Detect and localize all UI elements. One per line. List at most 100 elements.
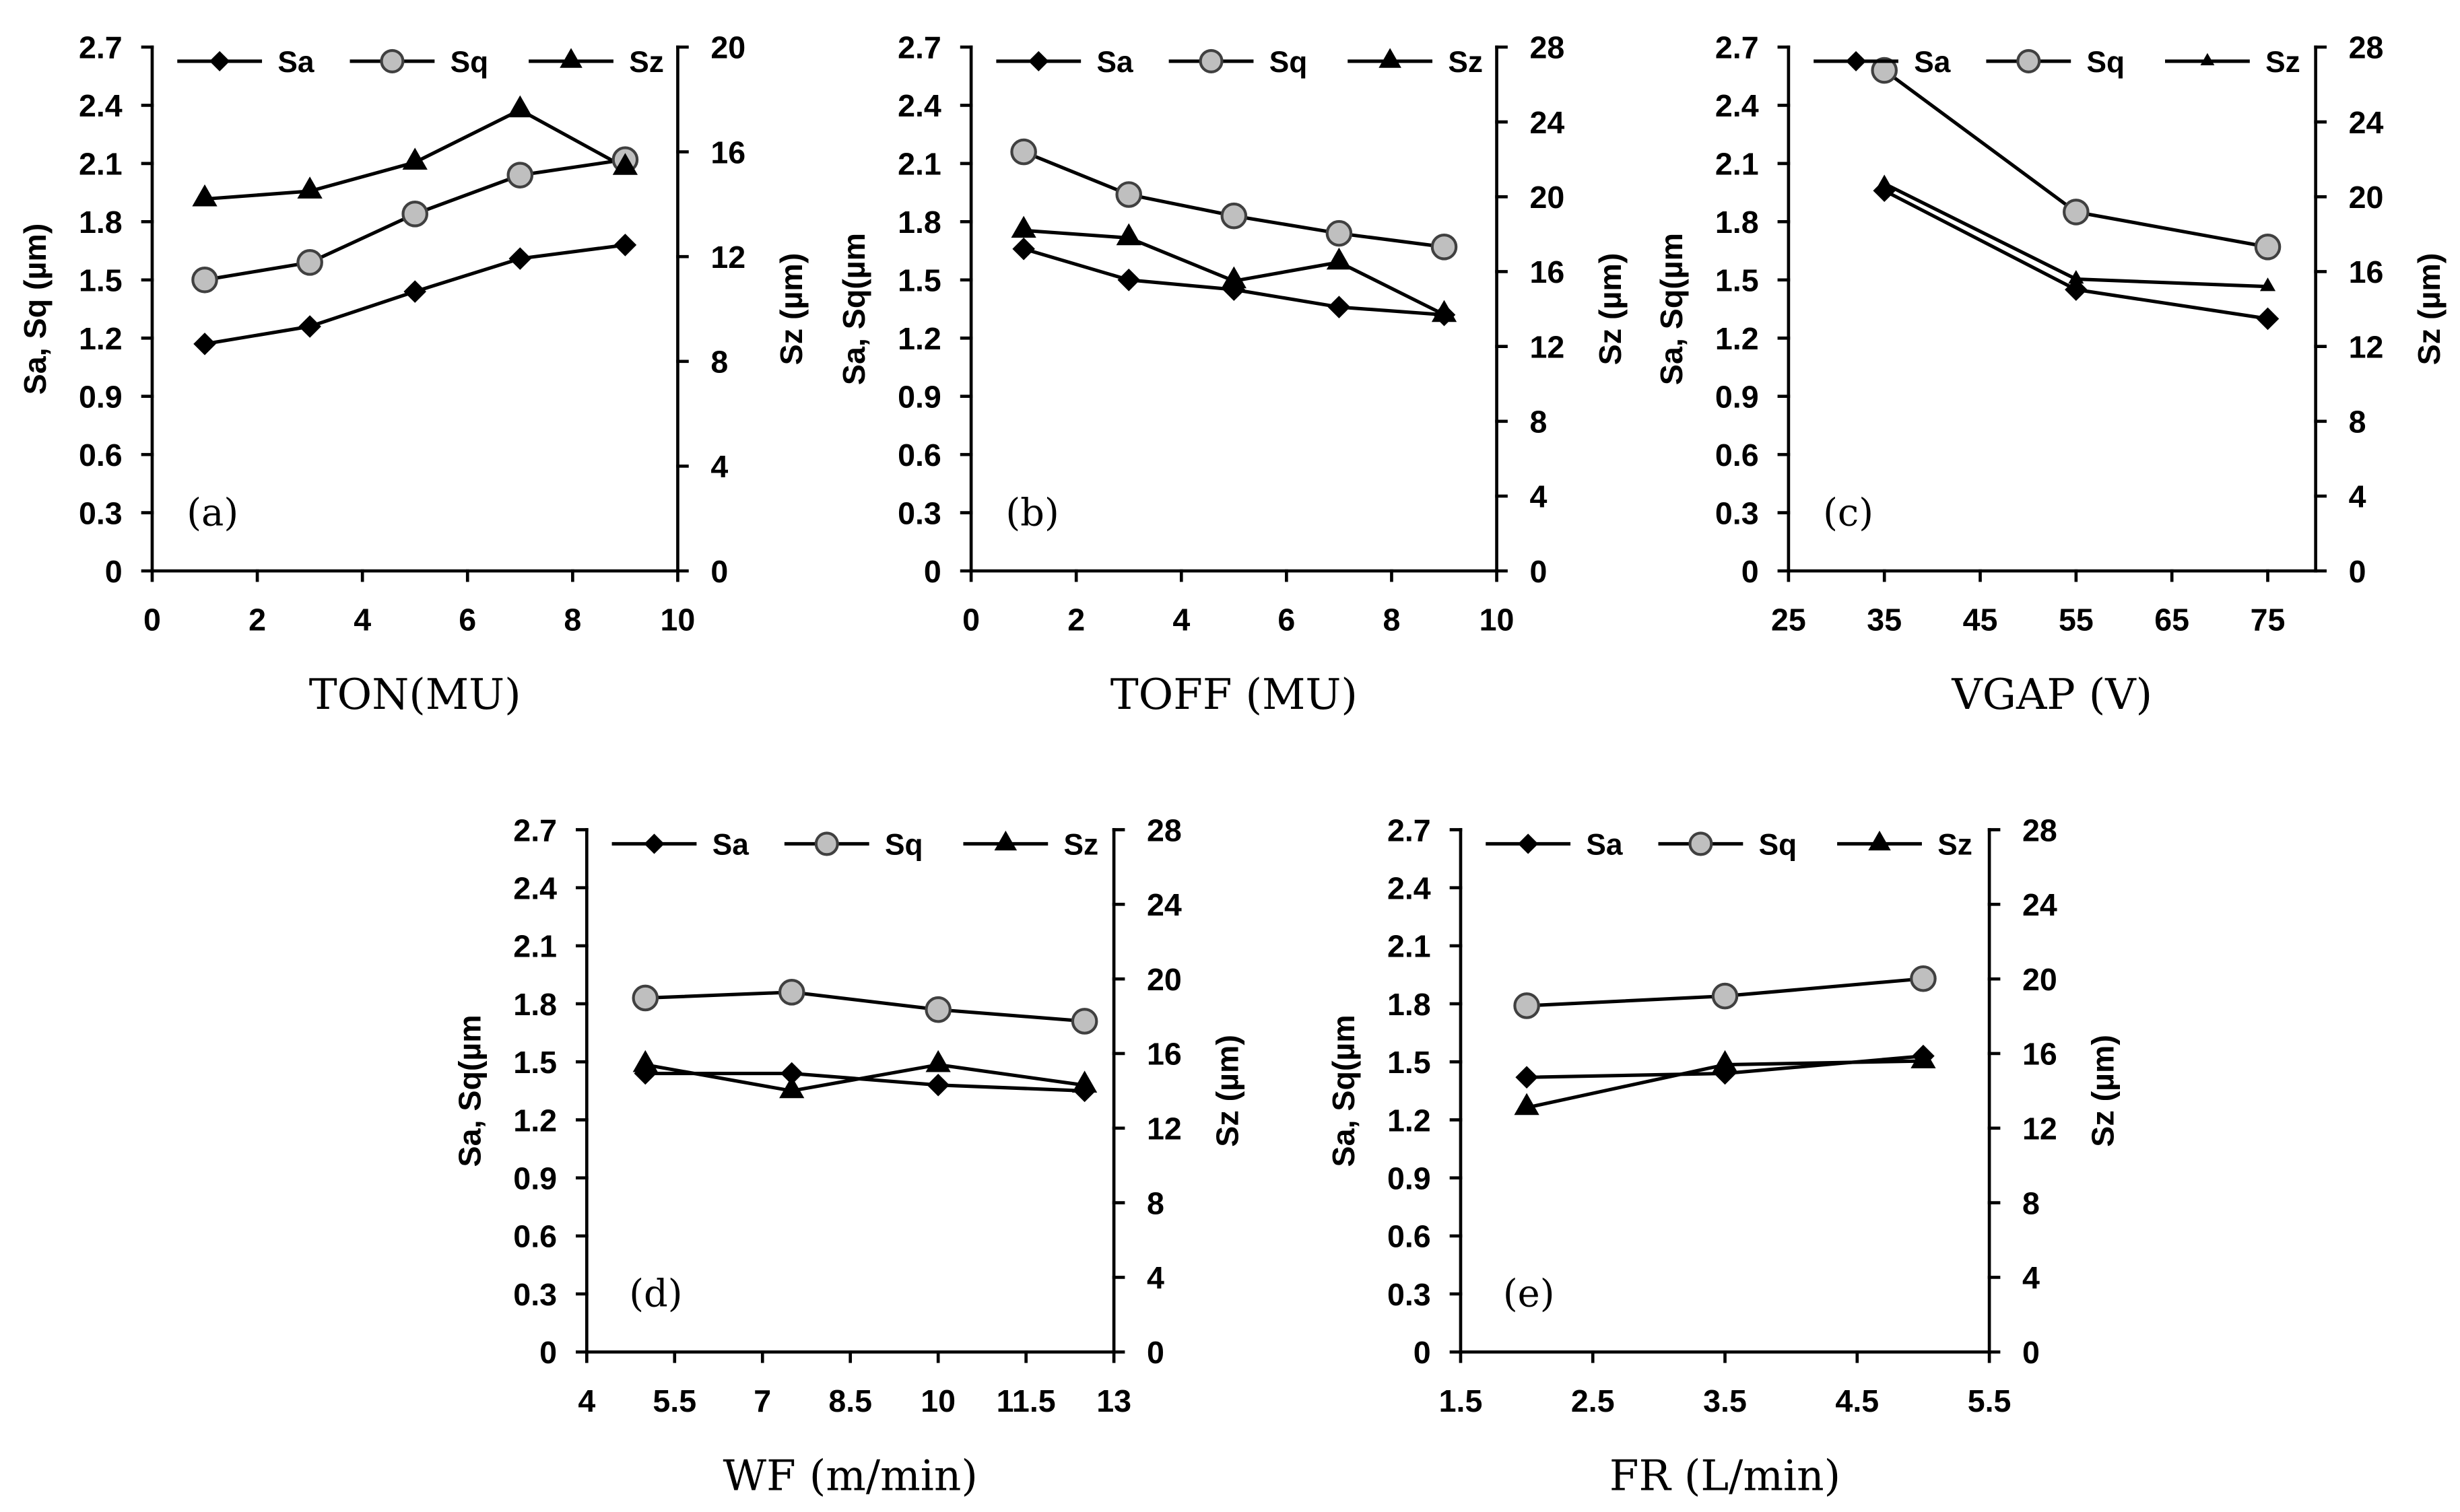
y-tick-label: 0.3 <box>1715 495 1759 530</box>
y2-tick-label: 4 <box>1147 1260 1164 1295</box>
y-tick-label: 1.5 <box>898 263 941 298</box>
legend-sq-label: Sq <box>1269 46 1308 79</box>
y-tick-label: 0.9 <box>1715 379 1759 414</box>
x-tick-label: 75 <box>2251 603 2286 638</box>
chart-c: 0 0.3 0.6 0.9 1.2 1.5 1.8 2.1 2.4 2.7 0 4 8 12 16 20 24 2… <box>1654 30 2447 719</box>
data-point-sq <box>1910 965 1937 992</box>
y-tick-label: 2.7 <box>79 30 123 65</box>
legend: Sa Sq Sz <box>177 46 664 79</box>
y2-tick-label: 12 <box>2349 329 2384 364</box>
legend-item-sa: Sa <box>1486 828 1623 861</box>
y-tick-label: 0.9 <box>79 379 123 414</box>
y2-tick-label: 0 <box>2349 554 2366 589</box>
y2-tick-label: 16 <box>2022 1037 2057 1072</box>
y-axis-title: Sa, Sq(µm <box>1654 233 1689 385</box>
y2-tick-label: 12 <box>1147 1111 1182 1146</box>
legend-item-sz: Sz <box>1837 828 1972 861</box>
x-tick-label: 4 <box>354 603 371 638</box>
data-point-sq <box>925 996 952 1023</box>
y2-tick-label: 24 <box>1147 887 1182 922</box>
legend-sa-label: Sa <box>1914 46 1951 79</box>
legend-item-sa: Sa <box>611 828 750 861</box>
legend-sz-label: Sz <box>629 46 664 79</box>
legend-item-sq: Sq <box>350 46 488 79</box>
legend-item-sz: Sz <box>1348 46 1483 79</box>
axes: 00.30.60.91.21.51.82.12.42.7048121620242… <box>513 813 1182 1418</box>
y-tick-label: 0.6 <box>79 438 123 473</box>
data-point-sa <box>634 1062 657 1085</box>
data-point-sz <box>1514 1093 1539 1115</box>
legend-item-sq: Sq <box>1168 46 1308 79</box>
data-point-sz <box>1876 174 1892 188</box>
data-point-sa <box>1012 237 1035 261</box>
y2-tick-label: 24 <box>2022 887 2057 922</box>
x-tick-label: 5.5 <box>653 1383 696 1418</box>
x-tick-label: 0 <box>962 603 980 638</box>
legend-item-sa: Sa <box>177 46 314 79</box>
y-tick-label: 2.7 <box>1715 30 1759 65</box>
data-point-sa <box>193 333 216 355</box>
legend: Sa Sq Sz <box>996 46 1483 79</box>
y2-tick-label: 4 <box>2022 1260 2040 1295</box>
data-point-sz <box>2259 277 2276 291</box>
panel-label: (a) <box>187 491 238 535</box>
plot-area <box>632 979 1098 1103</box>
y2-tick-label: 20 <box>2022 962 2057 997</box>
x-axis-title: TOFF (MU) <box>1110 670 1358 719</box>
y2-tick-label: 8 <box>1147 1185 1164 1221</box>
series-sq-line <box>645 990 1085 1023</box>
y-tick-label: 0.6 <box>513 1219 557 1254</box>
y-tick-label: 0.6 <box>898 438 941 473</box>
data-point-sq <box>1430 234 1458 261</box>
y2-tick-label: 28 <box>2349 30 2384 65</box>
data-point-sz <box>2068 270 2084 284</box>
legend-sa-label: Sa <box>1586 828 1623 861</box>
y2-axis-title: Sz (µm) <box>1593 253 1628 366</box>
plot-area <box>191 95 639 355</box>
y-tick-label: 2.4 <box>898 88 941 123</box>
legend-sz-label: Sz <box>1937 828 1972 861</box>
y2-tick-label: 0 <box>710 554 728 589</box>
x-tick-label: 2 <box>1067 603 1085 638</box>
y-tick-label: 2.4 <box>79 88 123 123</box>
data-point-sq <box>191 266 218 294</box>
y-tick-label: 2.7 <box>1387 813 1431 848</box>
y2-tick-label: 4 <box>710 449 728 484</box>
legend: Sa Sq Sz <box>611 828 1099 861</box>
y2-tick-label: 0 <box>2022 1335 2040 1370</box>
y-tick-label: 2.4 <box>1387 870 1431 905</box>
y-tick-label: 0.3 <box>1387 1277 1431 1312</box>
data-point-sz <box>612 153 638 175</box>
legend-item-sq: Sq <box>784 828 923 861</box>
y-tick-label: 0.6 <box>1715 438 1759 473</box>
y-tick-label: 0 <box>539 1335 557 1370</box>
data-point-sq <box>1010 138 1037 166</box>
y2-tick-label: 20 <box>1147 962 1182 997</box>
data-point-sq <box>1711 982 1739 1010</box>
y-tick-label: 0.3 <box>513 1277 557 1312</box>
data-point-sa <box>780 1062 803 1085</box>
legend-item-sa: Sa <box>996 46 1133 79</box>
x-tick-label: 8 <box>564 603 581 638</box>
axes: 00.30.60.91.21.51.82.12.42.7048121620242… <box>898 30 1564 638</box>
data-point-sq <box>1325 219 1353 247</box>
legend-sz-label: Sz <box>2265 46 2300 79</box>
data-point-sz <box>1431 300 1457 322</box>
legend: Sa Sq Sz <box>1486 828 1972 861</box>
data-point-sa <box>2065 278 2088 301</box>
x-tick-label: 3.5 <box>1703 1383 1747 1418</box>
y2-tick-label: 28 <box>1529 30 1564 65</box>
legend-sz-label: Sz <box>1064 828 1099 861</box>
x-tick-label: 0 <box>143 603 161 638</box>
y2-tick-label: 20 <box>1529 180 1564 215</box>
y-tick-label: 1.5 <box>1387 1045 1431 1080</box>
x-tick-label: 65 <box>2154 603 2189 638</box>
data-point-sa <box>1117 269 1141 291</box>
legend-sq-label: Sq <box>1759 828 1797 861</box>
data-point-sa <box>298 315 321 338</box>
x-tick-label: 8.5 <box>828 1383 872 1418</box>
legend-sa-label: Sa <box>712 828 750 861</box>
x-tick-label: 10 <box>661 603 696 638</box>
legend-sz-triangle-icon <box>1868 830 1891 851</box>
y-tick-label: 1.8 <box>1715 205 1759 240</box>
